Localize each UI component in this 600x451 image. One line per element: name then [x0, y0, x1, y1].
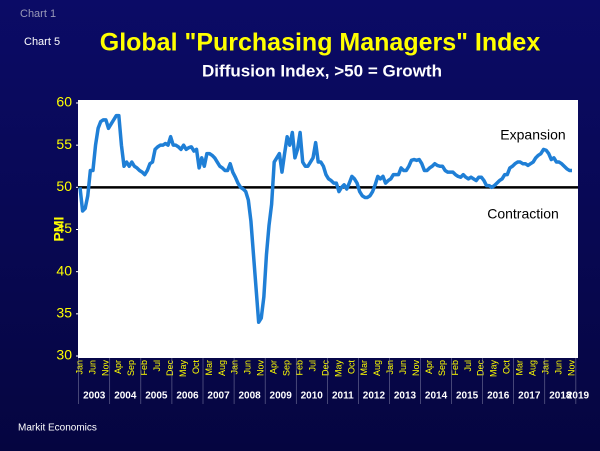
x-tick-label: May — [333, 360, 343, 378]
x-tick-label: Nov — [411, 360, 421, 377]
x-tick-label: Feb — [294, 360, 304, 376]
x-tick-label: Jul — [463, 360, 473, 372]
x-tick-label: Mar — [359, 360, 369, 376]
x-tick-label: Jul — [152, 360, 162, 372]
chart-number: Chart 1 — [20, 8, 56, 20]
x-tick-label: Mar — [204, 360, 214, 376]
x-tick-label: Jun — [398, 360, 408, 375]
year-label: 2014 — [425, 391, 448, 402]
chart-subtitle: Diffusion Index, >50 = Growth — [202, 61, 442, 80]
year-label: 2013 — [394, 391, 417, 402]
x-tick-label: Aug — [528, 360, 538, 376]
x-tick-label: Nov — [100, 360, 110, 377]
x-tick-label: Apr — [269, 360, 279, 374]
x-tick-label: Jan — [74, 360, 84, 375]
year-label: 2005 — [145, 391, 168, 402]
annotation: Contraction — [487, 206, 559, 222]
y-tick-label: 40 — [56, 262, 72, 278]
x-tick-label: Apr — [113, 360, 123, 374]
y-tick-label: 30 — [56, 347, 72, 363]
x-tick-label: May — [178, 360, 188, 378]
x-tick-label: Nov — [566, 360, 576, 377]
x-tick-label: Jun — [87, 360, 97, 375]
year-label: 2010 — [301, 391, 324, 402]
year-label: 2012 — [363, 391, 386, 402]
x-tick-label: Sep — [437, 360, 447, 376]
year-label: 2011 — [332, 391, 354, 402]
data-line — [78, 113, 572, 325]
year-label: 2004 — [114, 391, 137, 402]
chart-title: Global "Purchasing Managers" Index — [100, 29, 541, 57]
x-tick-label: Feb — [450, 360, 460, 376]
x-tick-label: Jan — [540, 360, 550, 375]
year-label: 2006 — [176, 391, 199, 402]
y-axis-label: PMI — [51, 217, 67, 242]
x-tick-label: Apr — [424, 360, 434, 374]
year-label: 2008 — [238, 391, 261, 402]
x-tick-label: Jun — [243, 360, 253, 375]
y-tick-label: 35 — [56, 305, 72, 321]
y-tick-label: 50 — [56, 178, 72, 194]
x-tick-label: Dec — [476, 360, 486, 377]
year-label: 2017 — [518, 391, 541, 402]
year-label: 2019 — [567, 391, 590, 402]
chart-number: Chart 5 — [24, 36, 60, 48]
x-tick-label: Aug — [217, 360, 227, 376]
y-tick-label: 45 — [56, 220, 72, 236]
x-tick-label: Sep — [126, 360, 136, 376]
year-label: 2015 — [456, 391, 479, 402]
x-tick-label: Jan — [230, 360, 240, 375]
x-tick-label: Jul — [307, 360, 317, 372]
year-label: 2003 — [83, 391, 106, 402]
plot-area — [78, 100, 578, 358]
x-tick-label: May — [489, 360, 499, 378]
x-tick-label: Sep — [282, 360, 292, 376]
x-tick-label: Nov — [256, 360, 266, 377]
x-tick-label: Jun — [553, 360, 563, 375]
x-tick-label: Oct — [346, 360, 356, 375]
source: Markit Economics — [18, 423, 97, 434]
year-label: 2018 — [549, 391, 572, 402]
x-tick-label: Aug — [372, 360, 382, 376]
year-label: 2007 — [207, 391, 230, 402]
y-tick-label: 60 — [56, 94, 72, 110]
x-tick-label: Oct — [502, 360, 512, 375]
x-tick-label: Feb — [139, 360, 149, 376]
year-label: 2009 — [270, 391, 293, 402]
x-tick-label: Jan — [385, 360, 395, 375]
x-tick-label: Oct — [191, 360, 201, 375]
annotation: Expansion — [500, 127, 565, 143]
y-tick-label: 55 — [56, 136, 72, 152]
year-label: 2016 — [487, 391, 510, 402]
x-tick-label: Dec — [165, 360, 175, 377]
x-tick-label: Dec — [320, 360, 330, 377]
x-tick-label: Mar — [515, 360, 525, 376]
